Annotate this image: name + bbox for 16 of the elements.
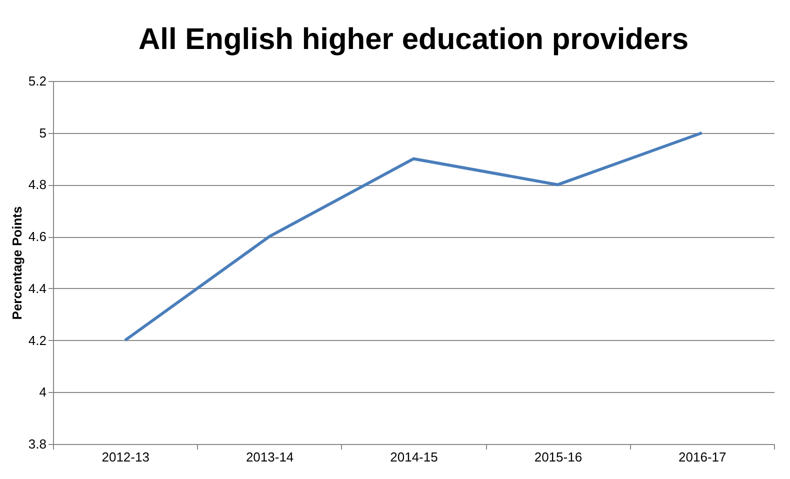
x-tick-label: 2014-15 <box>390 450 438 464</box>
line-series <box>124 131 704 342</box>
y-tick-label: 4.8 <box>28 177 46 192</box>
x-tick-label: 2012-13 <box>102 450 150 464</box>
y-tick-label: 3.8 <box>28 436 46 452</box>
y-tick-label: 4.4 <box>28 280 46 296</box>
y-tick-label: 4.2 <box>28 332 46 348</box>
x-tick-label: 2016-17 <box>678 450 726 464</box>
y-tick-label: 4.6 <box>28 229 46 244</box>
y-tick-label: 5 <box>39 125 46 140</box>
chart-title: All English higher education providers <box>138 23 689 56</box>
y-axis-title: Percentage Points <box>9 206 24 320</box>
y-tick-label: 4 <box>39 384 46 400</box>
x-tick-label: 2015-16 <box>534 450 582 464</box>
x-tick-label: 2013-14 <box>246 450 294 464</box>
y-tick-label: 5.2 <box>28 74 46 88</box>
